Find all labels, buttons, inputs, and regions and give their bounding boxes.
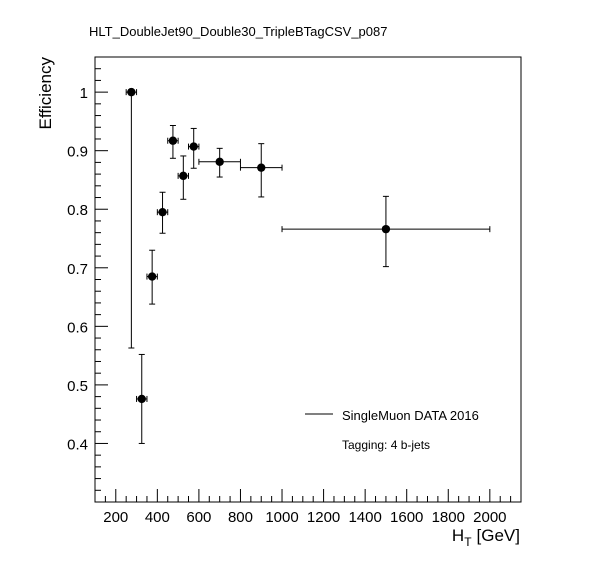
data-marker — [158, 207, 167, 217]
x-tick-label: 1000 — [265, 509, 298, 526]
y-tick-label: 0.6 — [67, 319, 88, 336]
data-marker — [381, 224, 391, 234]
x-tick-label: 200 — [103, 509, 128, 526]
x-axis-ticks — [94, 489, 522, 502]
x-tick-label: 1200 — [307, 509, 340, 526]
x-tick-label: 400 — [145, 509, 170, 526]
data-marker — [257, 163, 266, 172]
data-point — [281, 195, 491, 268]
data-marker — [215, 157, 224, 167]
y-tick-label: 0.8 — [67, 202, 88, 219]
y-tick-label: 0.7 — [67, 261, 88, 278]
chart-title: HLT_DoubleJet90_Double30_TripleBTagCSV_p… — [89, 24, 387, 39]
x-axis-label: HT [GeV] — [452, 526, 520, 549]
data-marker — [168, 136, 178, 145]
y-axis-tick-labels: 0.4 0.5 0.6 0.7 0.8 0.9 1 — [67, 85, 88, 453]
x-tick-label: 1600 — [390, 509, 423, 526]
data-point — [188, 127, 200, 169]
data-point — [239, 143, 283, 198]
y-tick-label: 1 — [80, 85, 88, 102]
x-axis-label-subscript: T — [464, 535, 472, 549]
data-point — [146, 249, 158, 305]
data-point — [136, 353, 148, 444]
data-marker — [127, 87, 136, 97]
data-point — [125, 87, 138, 349]
data-point — [177, 155, 190, 200]
y-tick-label: 0.5 — [67, 378, 88, 395]
data-marker — [189, 142, 198, 151]
data-point — [156, 191, 169, 234]
data-marker — [179, 171, 188, 181]
data-point — [198, 147, 241, 178]
x-axis-tick-labels: 200 400 600 800 1000 1200 1400 1600 1800 2000 — [103, 509, 506, 526]
data-marker — [137, 394, 146, 404]
data-marker — [147, 272, 157, 281]
x-tick-label: 600 — [186, 509, 211, 526]
data-points — [125, 87, 491, 444]
y-axis-label: Efficiency — [36, 57, 55, 130]
legend: SingleMuon DATA 2016 Tagging: 4 b-jets — [305, 408, 479, 452]
data-point — [167, 125, 179, 159]
legend-note: Tagging: 4 b-jets — [342, 438, 430, 452]
x-axis-label-main: H — [452, 526, 464, 545]
x-tick-label: 800 — [228, 509, 253, 526]
x-tick-label: 2000 — [473, 509, 506, 526]
x-tick-label: 1800 — [432, 509, 465, 526]
y-tick-label: 0.4 — [67, 436, 88, 453]
x-tick-label: 1400 — [348, 509, 381, 526]
y-axis-ticks — [95, 56, 108, 491]
y-tick-label: 0.9 — [67, 144, 88, 161]
x-axis-label-unit: [GeV] — [477, 526, 520, 545]
legend-entry-label: SingleMuon DATA 2016 — [342, 408, 479, 423]
